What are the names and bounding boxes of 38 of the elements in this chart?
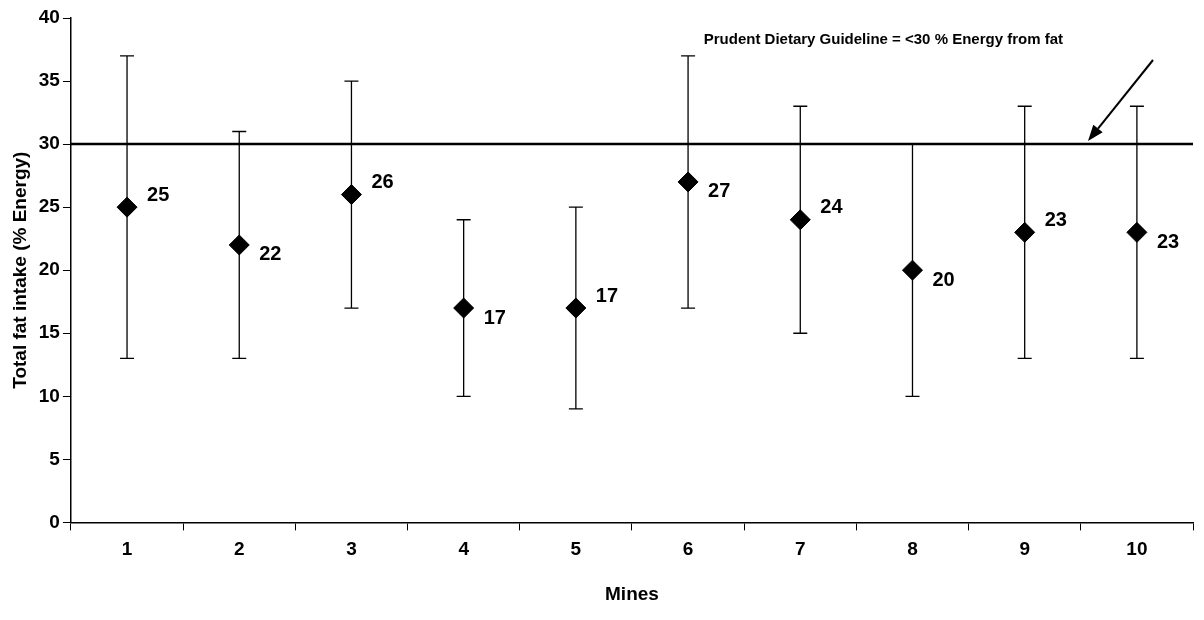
data-label: 22 xyxy=(259,242,282,265)
point xyxy=(453,297,475,319)
data-label: 20 xyxy=(932,267,955,290)
x-tick-label: 9 xyxy=(1019,538,1030,560)
x-tick-label: 7 xyxy=(794,538,806,560)
x-tick-label: 8 xyxy=(907,538,918,560)
data-label: 26 xyxy=(371,170,394,193)
data-label: 27 xyxy=(708,179,731,202)
point xyxy=(901,259,923,281)
x-tick-label: 10 xyxy=(1126,538,1148,560)
data-label: 17 xyxy=(595,283,619,306)
y-tick-label: 20 xyxy=(38,258,60,280)
x-tick-label: 5 xyxy=(570,538,582,560)
data-label: 25 xyxy=(147,182,170,205)
y-tick-label: 10 xyxy=(38,384,60,406)
y-tick-label: 30 xyxy=(38,132,60,154)
x-tick-label: 4 xyxy=(458,538,470,560)
point xyxy=(228,234,250,256)
point xyxy=(1014,221,1036,243)
y-tick-label: 35 xyxy=(38,69,61,91)
point xyxy=(340,184,362,206)
y-tick-label: 0 xyxy=(49,510,60,532)
data-label: 17 xyxy=(483,305,506,328)
data-label: 24 xyxy=(820,195,844,218)
ref-line-label: Prudent Dietary Guideline = <30 % Energy from fat xyxy=(703,30,1063,48)
point xyxy=(789,209,811,231)
y-tick-label: 15 xyxy=(38,321,61,343)
data-label: 23 xyxy=(1156,229,1180,252)
y-axis-title: Total fat intake (% Energy) xyxy=(8,151,30,389)
x-tick-label: 3 xyxy=(346,538,357,560)
x-axis-title: Mines xyxy=(605,582,659,604)
x-tick-label: 1 xyxy=(121,538,133,560)
data-label: 23 xyxy=(1044,207,1067,230)
y-tick-label: 5 xyxy=(49,447,61,469)
y-tick-label: 40 xyxy=(38,6,60,28)
x-tick-label: 2 xyxy=(233,538,245,560)
x-tick-label: 6 xyxy=(682,538,694,560)
y-tick-label: 25 xyxy=(38,195,61,217)
